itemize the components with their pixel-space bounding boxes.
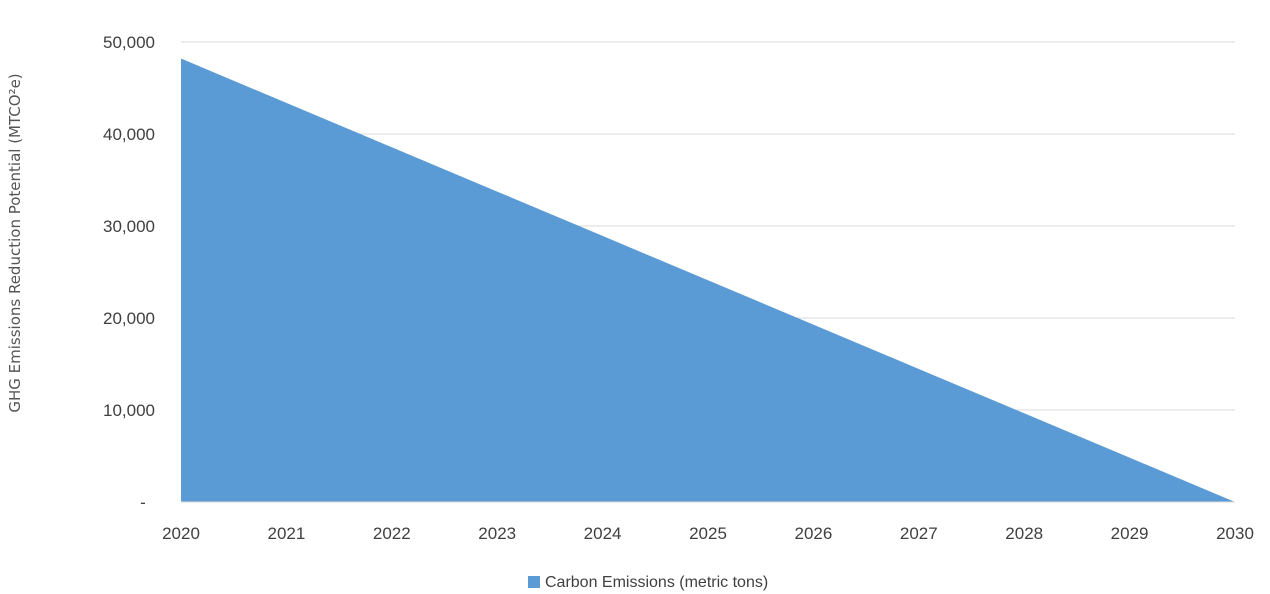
y-axis-label: GHG Emissions Reduction Potential (MTCO²… bbox=[6, 73, 24, 412]
legend-swatch bbox=[528, 576, 540, 588]
x-tick-label: 2025 bbox=[689, 524, 727, 543]
y-tick-label: - bbox=[140, 493, 146, 512]
x-tick-label: 2024 bbox=[584, 524, 622, 543]
legend: Carbon Emissions (metric tons) bbox=[528, 574, 768, 591]
x-tick-label: 2022 bbox=[373, 524, 411, 543]
x-tick-label: 2030 bbox=[1216, 524, 1254, 543]
y-tick-label: 30,000 bbox=[103, 217, 155, 236]
x-axis-tick-labels: 2020 2021 2022 2023 2024 2025 2026 2027 2028 2029… bbox=[162, 524, 1254, 543]
area-series bbox=[181, 58, 1235, 503]
y-tick-label: 50,000 bbox=[103, 33, 155, 52]
x-tick-label: 2021 bbox=[267, 524, 305, 543]
series-area bbox=[181, 58, 1235, 503]
y-tick-label: 40,000 bbox=[103, 125, 155, 144]
legend-label: Carbon Emissions (metric tons) bbox=[545, 574, 768, 591]
x-tick-label: 2027 bbox=[900, 524, 938, 543]
y-tick-label: 10,000 bbox=[103, 401, 155, 420]
x-tick-label: 2029 bbox=[1111, 524, 1149, 543]
y-axis-tick-labels: - 10,000 20,000 30,000 40,000 50,000 bbox=[103, 33, 155, 512]
x-tick-label: 2026 bbox=[794, 524, 832, 543]
y-tick-label: 20,000 bbox=[103, 309, 155, 328]
x-tick-label: 2023 bbox=[478, 524, 516, 543]
x-tick-label: 2028 bbox=[1005, 524, 1043, 543]
x-tick-label: 2020 bbox=[162, 524, 200, 543]
